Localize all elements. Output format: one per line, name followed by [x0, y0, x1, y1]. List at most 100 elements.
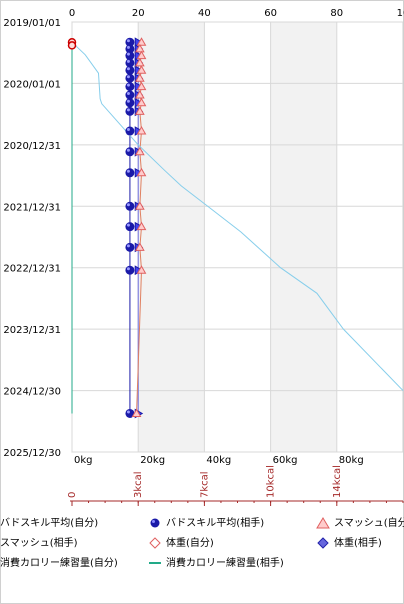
point-skill-opponent-highlight	[126, 75, 130, 79]
legend-label-3: スマッシュ(相手)	[0, 538, 78, 549]
bottom-tick-label: 80kg	[339, 455, 364, 466]
point-weight-self	[134, 106, 145, 115]
y-tick-label: 2019/01/01	[3, 18, 61, 29]
point-weight-self	[136, 50, 147, 60]
legend-label-1: バドスキル平均(相手)	[166, 518, 265, 529]
point-weight-self	[134, 73, 145, 82]
point-skill-opponent-highlight	[126, 39, 130, 43]
point-weight-self	[134, 242, 145, 251]
bottom-tick-label: 0kg	[74, 455, 93, 466]
top-tick-label: 60	[264, 8, 277, 19]
y-tick-label: 2023/12/31	[3, 325, 61, 336]
bottom-tick-label: 60kg	[273, 455, 298, 466]
point-skill-opponent	[125, 98, 135, 108]
legend-marker-5	[316, 537, 330, 549]
legend-marker-4	[148, 537, 162, 549]
point-weight-self	[134, 57, 145, 67]
point-skill-opponent	[125, 65, 135, 75]
point-skill-opponent	[125, 106, 135, 116]
point-weight-self	[136, 167, 147, 177]
kcal-tick-label: 0	[67, 492, 78, 498]
point-skill-opponent-highlight	[126, 203, 130, 207]
y-tick-label: 2022/12/31	[3, 264, 61, 275]
plot-border	[71, 21, 404, 453]
point-skill-opponent-highlight	[126, 92, 130, 96]
point-weight-self	[134, 43, 145, 53]
legend-item-5: 体重(相手)	[316, 534, 382, 549]
legend-item-0: バドスキル平均(自分)	[0, 514, 98, 529]
point-skill-opponent	[125, 90, 135, 100]
point-weight-self	[134, 201, 145, 210]
point-weight-self	[136, 221, 147, 231]
point-skill-opponent	[125, 73, 135, 83]
point-weight-self	[136, 37, 147, 46]
legend-label-0: バドスキル平均(自分)	[0, 518, 99, 529]
point-skill-opponent	[125, 82, 135, 92]
top-tick-label: 10	[397, 8, 404, 19]
point-weight-self	[136, 65, 147, 74]
point-weight-self	[136, 265, 147, 274]
point-skill-opponent-highlight	[126, 169, 130, 173]
bottom-tick-label: 20kg	[140, 455, 165, 466]
top-tick-label: 0	[69, 8, 75, 19]
point-skill-opponent-highlight	[126, 59, 130, 63]
legend-label-5: 体重(相手)	[334, 538, 382, 549]
grid-band	[138, 22, 205, 452]
legend-marker-7	[148, 557, 162, 569]
bottom-tick-label: 40kg	[206, 455, 231, 466]
point-skill-opponent	[125, 126, 135, 136]
legend-item-1: バドスキル平均(相手)	[148, 514, 264, 529]
point-skill-opponent-highlight	[126, 83, 130, 87]
point-weight-self	[136, 97, 147, 107]
legend-item-3: スマッシュ(相手)	[0, 534, 78, 549]
point-skill-opponent-highlight	[126, 244, 130, 248]
series-line-4	[71, 41, 404, 391]
point-skill-opponent-highlight	[126, 45, 130, 49]
kcal-tick-label: 10kcal	[266, 465, 277, 498]
legend-label-2: スマッシュ(自分)	[334, 518, 404, 529]
point-skill-opponent	[125, 242, 135, 252]
point-weight-self	[131, 408, 142, 417]
y-tick-label: 2020/12/31	[3, 141, 61, 152]
point-skill-opponent-highlight	[126, 148, 130, 152]
point-skill-opponent-highlight	[126, 267, 130, 271]
legend-label-6: 消費カロリー練習量(自分)	[0, 558, 118, 569]
point-skill-opponent-highlight	[126, 108, 130, 112]
point-skill-opponent-highlight	[126, 52, 130, 56]
point-skill-opponent-highlight	[126, 99, 130, 103]
kcal-tick-label: 14kcal	[332, 465, 343, 498]
legend-marker-2	[316, 517, 330, 529]
y-tick-label: 2021/12/31	[3, 202, 61, 213]
legend-label-4: 体重(自分)	[166, 538, 214, 549]
kcal-tick-label: 3kcal	[133, 471, 144, 498]
point-skill-opponent	[125, 265, 135, 275]
legend-item-4: 体重(自分)	[148, 534, 214, 549]
point-weight-self	[134, 146, 145, 156]
point-skill-self	[67, 41, 77, 50]
y-tick-label: 2024/12/30	[3, 387, 61, 398]
top-tick-label: 40	[198, 8, 211, 19]
point-skill-opponent-highlight	[126, 410, 130, 414]
point-skill-opponent-highlight	[126, 128, 130, 132]
point-skill-opponent	[125, 147, 135, 157]
point-weight-self	[136, 81, 147, 91]
point-skill-opponent-highlight	[126, 67, 130, 71]
legend-item-7: 消費カロリー練習量(相手)	[148, 554, 284, 569]
legend-marker-1	[148, 517, 162, 529]
grid-band	[270, 22, 337, 452]
legend-item-2: スマッシュ(自分)	[316, 514, 404, 529]
y-tick-label: 2020/01/01	[3, 79, 61, 90]
top-tick-label: 80	[330, 8, 343, 19]
y-tick-label: 2025/12/30	[3, 448, 61, 459]
kcal-tick-label: 7kcal	[199, 471, 210, 498]
point-skill-opponent	[125, 201, 135, 211]
legend-label-7: 消費カロリー練習量(相手)	[166, 558, 284, 569]
legend-item-6: 消費カロリー練習量(自分)	[0, 554, 118, 569]
point-skill-opponent-highlight	[126, 223, 130, 227]
point-skill-opponent	[125, 168, 135, 178]
point-weight-self	[134, 90, 145, 99]
point-weight-self	[136, 126, 147, 135]
top-tick-label: 20	[132, 8, 145, 19]
